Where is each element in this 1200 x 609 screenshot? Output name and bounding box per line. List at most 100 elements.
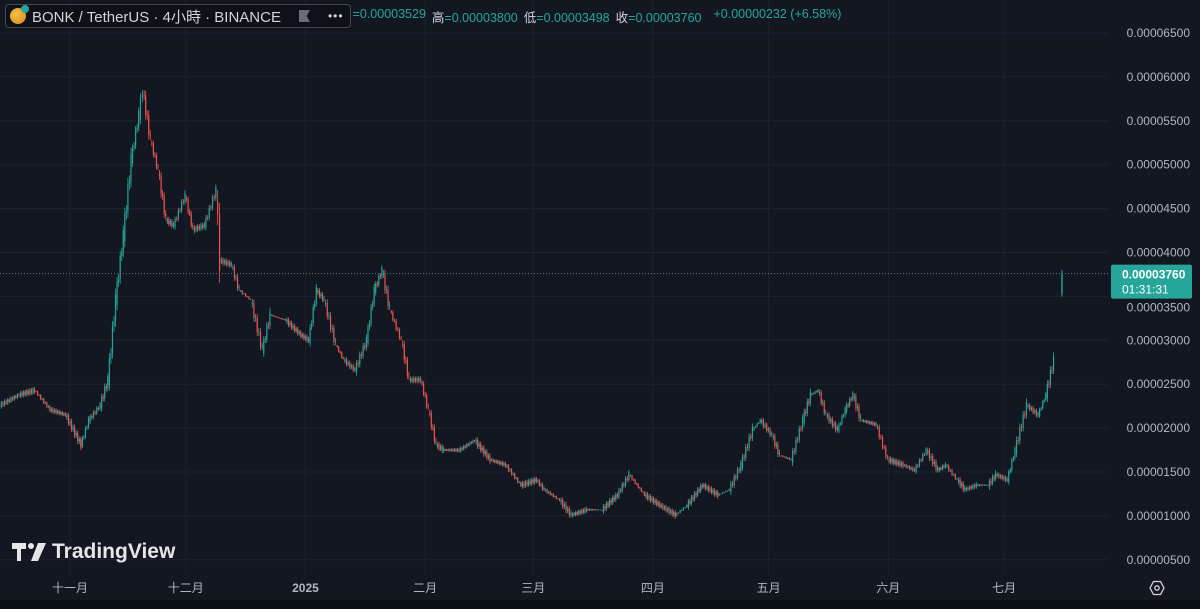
candle-body	[284, 319, 286, 321]
candle-body	[754, 426, 757, 428]
candle-body	[278, 317, 280, 319]
more-icon[interactable]: •••	[327, 9, 344, 23]
candle-body	[341, 352, 343, 358]
candle-body	[515, 477, 517, 479]
candle-body	[643, 492, 645, 496]
candle-body	[334, 341, 337, 342]
symbol-title[interactable]: BONK / TetherUS · 4小時 · BINANCE	[32, 8, 281, 26]
candle-body	[769, 428, 771, 435]
candle-body	[543, 487, 545, 490]
candle-body	[1051, 369, 1053, 371]
candle-body	[11, 397, 14, 400]
candle-body	[13, 395, 15, 400]
candle-body	[899, 461, 901, 466]
candle-body	[706, 486, 708, 489]
candle-body	[362, 345, 364, 357]
candle-body	[408, 375, 410, 377]
candle-body	[294, 325, 296, 331]
candle-body	[290, 322, 293, 329]
candle-body	[692, 497, 694, 500]
candle-body	[996, 474, 998, 476]
candle-body	[856, 406, 859, 409]
settings-icon[interactable]	[1149, 580, 1165, 596]
candle-body	[728, 489, 730, 491]
candle-body	[329, 315, 332, 330]
candle-body	[466, 444, 468, 448]
candle-body	[795, 439, 797, 452]
candle-body	[1042, 401, 1044, 409]
candle-body	[370, 306, 372, 324]
candle-body	[84, 428, 87, 437]
candle-body	[1029, 404, 1031, 410]
candle-body	[136, 127, 138, 130]
candle-body	[127, 183, 129, 212]
candle-body	[628, 472, 630, 480]
candle-body	[923, 454, 926, 456]
candle-body	[524, 481, 527, 487]
candle-body	[149, 134, 151, 136]
candle-body	[357, 363, 359, 365]
candle-body	[203, 223, 205, 228]
candle-body	[272, 314, 274, 317]
candle-body	[959, 479, 961, 487]
flag-icon[interactable]	[298, 10, 310, 22]
candle-body	[518, 482, 520, 483]
candle-body	[124, 213, 126, 242]
candle-body	[820, 392, 822, 403]
candle-body	[562, 499, 564, 507]
candle-body	[1035, 410, 1037, 416]
candle-body	[746, 446, 749, 448]
candle-body	[110, 353, 112, 359]
candle-body	[470, 442, 473, 444]
candle-body	[60, 412, 62, 415]
candle-body	[138, 111, 140, 128]
logo-text: TradingView	[52, 540, 176, 563]
candle-body	[393, 320, 396, 321]
candle-body	[930, 456, 932, 459]
change-value: +0.00000232 (+6.58%)	[713, 6, 842, 21]
candle-body	[847, 404, 849, 406]
candle-body	[119, 255, 121, 279]
candle-body	[657, 502, 659, 506]
candle-body	[825, 412, 827, 414]
candle-body	[29, 389, 31, 394]
candle-body	[1045, 393, 1047, 401]
candle-body	[263, 339, 265, 354]
candle-body	[1027, 404, 1029, 407]
close-value: =0.00003760	[628, 10, 702, 25]
tradingview-logo[interactable]: TradingView	[12, 540, 175, 564]
candle-body	[823, 402, 825, 413]
candle-body	[1048, 383, 1050, 385]
candle-body	[464, 445, 466, 448]
x-tick-label: 二月	[413, 581, 437, 595]
candle-body	[333, 328, 335, 342]
candle-body	[587, 509, 589, 511]
candle-body	[339, 351, 341, 353]
candle-body	[69, 421, 71, 424]
candle-body	[179, 210, 181, 211]
candle-body	[700, 485, 702, 492]
x-tick-label: 六月	[876, 581, 900, 595]
candle-body	[717, 491, 719, 497]
candle-body	[1052, 355, 1055, 371]
candle-body	[248, 296, 250, 300]
candle-body	[970, 486, 972, 489]
candle-body	[387, 289, 389, 306]
candle-body	[91, 416, 93, 418]
candle-body	[954, 474, 956, 479]
candle-body	[679, 510, 681, 513]
candle-body	[938, 468, 940, 472]
tradingview-logo-icon	[12, 543, 46, 561]
candle-body	[1039, 409, 1041, 417]
candle-body	[704, 484, 706, 489]
candle-body	[990, 480, 992, 484]
candle-body	[5, 401, 7, 404]
candle-body	[453, 449, 456, 452]
candle-body	[236, 277, 239, 289]
candle-body	[972, 485, 974, 489]
symbol-box[interactable]: BONK / TetherUS · 4小時 · BINANCE •••	[5, 4, 351, 28]
candle-body	[241, 290, 243, 294]
candle-body	[780, 455, 782, 457]
candle-body	[598, 509, 600, 511]
